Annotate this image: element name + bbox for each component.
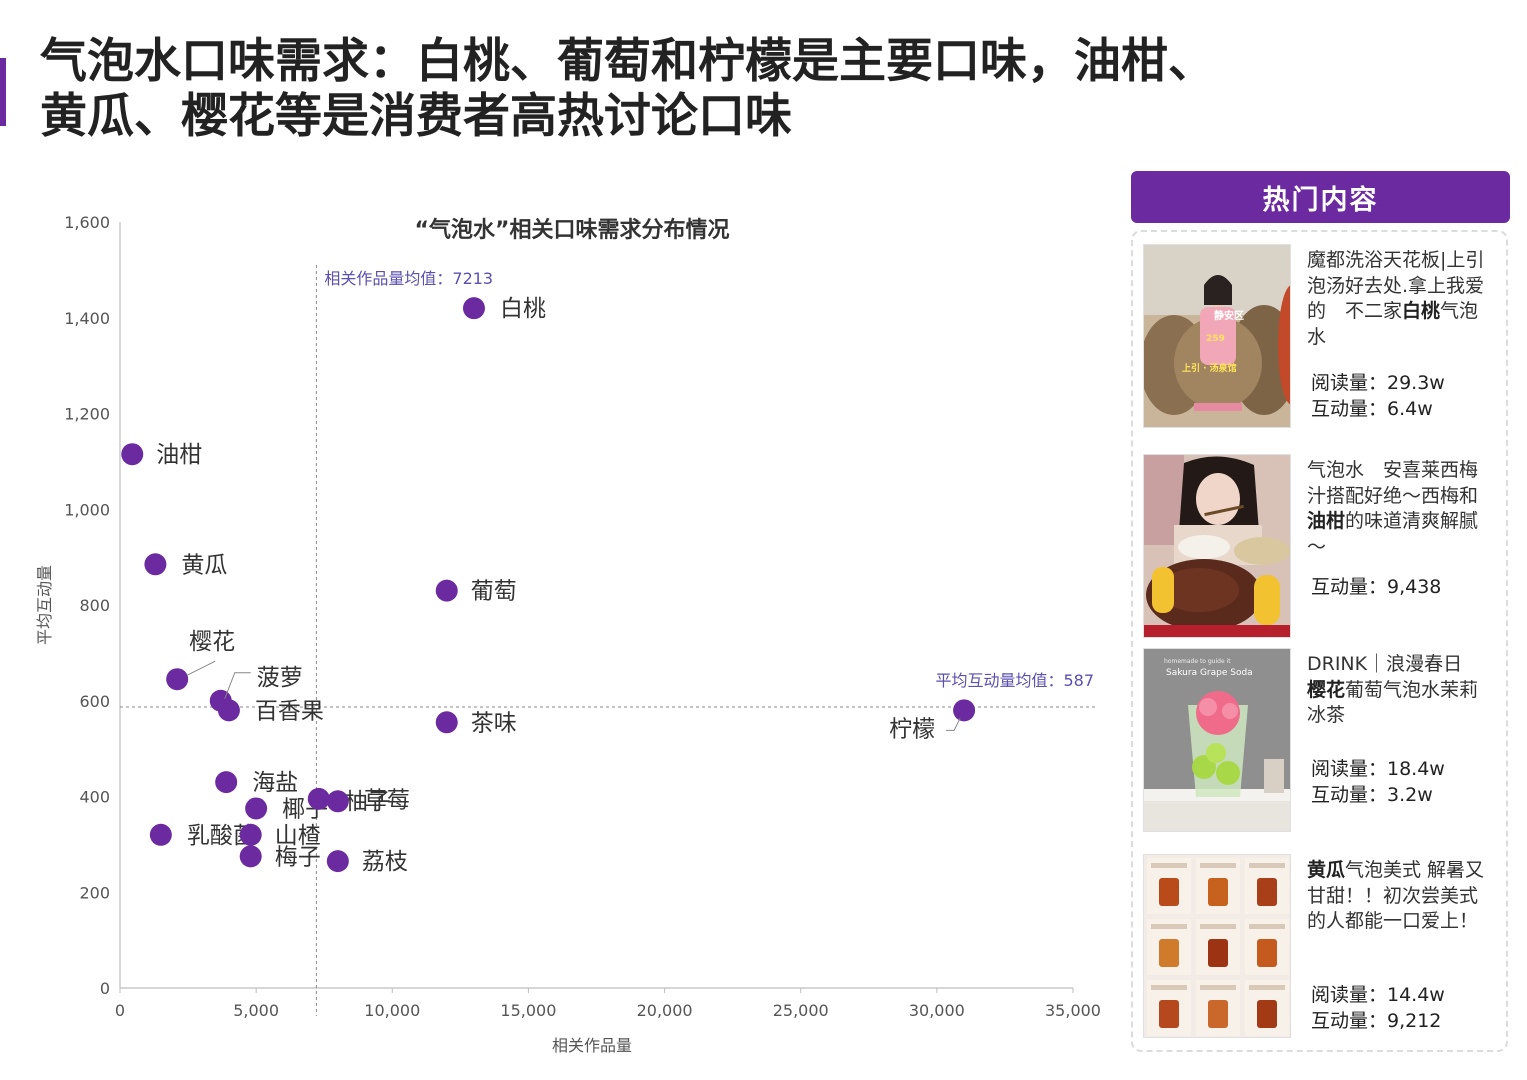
- data-point-label: 荔枝: [362, 849, 408, 875]
- data-point: [215, 771, 238, 794]
- data-point-label: 海盐: [252, 770, 298, 796]
- x-tick-label: 30,000: [909, 1001, 965, 1020]
- x-tick-label: 0: [115, 1001, 125, 1020]
- y-tick-label: 1,600: [64, 213, 110, 232]
- y-tick-label: 1,400: [64, 309, 110, 328]
- data-point: [121, 443, 144, 466]
- data-point: [239, 845, 262, 868]
- data-point-label: 白桃: [500, 296, 546, 322]
- x-tick-label: 5,000: [233, 1001, 279, 1020]
- y-tick-label: 800: [79, 596, 110, 615]
- data-point: [326, 790, 349, 813]
- data-point: [307, 787, 330, 810]
- label-leader-line: [224, 672, 251, 699]
- data-point: [326, 850, 349, 873]
- card-2-flavor: 油柑: [1307, 510, 1346, 532]
- card-4-read-count: 阅读量：14.4w: [1311, 984, 1445, 1006]
- y-tick-label: 1,000: [64, 500, 110, 519]
- card-3-read-count: 阅读量：18.4w: [1311, 758, 1445, 780]
- y-axis-label: 平均互动量: [35, 565, 54, 645]
- card-4-interaction-count: 互动量：9,212: [1311, 1010, 1442, 1032]
- data-point: [166, 668, 189, 691]
- data-point: [953, 699, 976, 722]
- data-point: [144, 553, 167, 576]
- data-point: [435, 579, 458, 602]
- data-point: [462, 297, 485, 320]
- hot-content-card-1[interactable]: 静安区 259 上引 · 汤泉馆 魔都洗浴天花板|上引 泡汤好去处.拿上我爱的 …: [1141, 244, 1503, 428]
- card-1-read-count: 阅读量：29.3w: [1311, 372, 1445, 394]
- card-1-thumbnail[interactable]: 静安区 259 上引 · 汤泉馆: [1143, 244, 1291, 428]
- card-4-text-post: 气泡美式 解暑又甘甜！！初次尝美式的人都能一口爱上！: [1307, 859, 1485, 932]
- data-point-label: 百香果: [255, 698, 324, 724]
- mean-y-label: 平均互动量均值：587: [935, 671, 1094, 690]
- title-accent-bar: [0, 58, 6, 126]
- data-point-label: 黄瓜: [181, 552, 227, 578]
- data-point-label: 葡萄: [471, 579, 517, 605]
- card-3-thumb-subtitle: homemade to guide it: [1164, 658, 1231, 665]
- x-tick-label: 15,000: [500, 1001, 556, 1020]
- card-1-thumb-number: 259: [1206, 334, 1225, 344]
- card-2-text-pre: 气泡水 安喜莱西梅汁搭配好绝～西梅和: [1307, 459, 1479, 507]
- x-axis-label: 相关作品量: [552, 1036, 632, 1055]
- hot-content-card-3[interactable]: homemade to guide it Sakura Grape Soda D…: [1141, 648, 1501, 832]
- y-tick-label: 1,200: [64, 405, 110, 424]
- flavor-scatter-chart: 0 200 400 600 800 1,000 1,200 1,400 1,600 0 5,000 1…: [35, 213, 1101, 1055]
- data-point: [435, 711, 458, 734]
- y-tick-label: 200: [79, 883, 110, 902]
- hot-content-header: 热门内容: [1131, 171, 1510, 223]
- hot-content-card-4[interactable]: 黄瓜气泡美式 解暑又甘甜！！初次尝美式的人都能一口爱上！ 阅读量：14.4w 互…: [1141, 854, 1501, 1038]
- y-tick-label: 0: [100, 979, 110, 998]
- data-point: [217, 699, 240, 722]
- card-4-description: 黄瓜气泡美式 解暑又甘甜！！初次尝美式的人都能一口爱上！: [1307, 858, 1491, 935]
- card-4-thumbnail[interactable]: [1143, 854, 1291, 1038]
- data-point-label: 油柑: [156, 442, 202, 468]
- data-point-label: 柚子: [345, 789, 391, 815]
- x-tick-label: 20,000: [637, 1001, 693, 1020]
- card-1-flavor: 白桃: [1402, 300, 1441, 322]
- x-tick-label: 25,000: [773, 1001, 829, 1020]
- chart-title: “气泡水”相关口味需求分布情况: [415, 217, 730, 243]
- y-tick-label: 600: [79, 692, 110, 711]
- mean-x-label: 相关作品量均值：7213: [324, 269, 493, 288]
- card-3-thumbnail[interactable]: homemade to guide it Sakura Grape Soda: [1143, 648, 1291, 832]
- data-point-label: 菠萝: [257, 665, 303, 691]
- page-title: 气泡水口味需求：白桃、葡萄和柠檬是主要口味，油柑、黄瓜、樱花等是消费者高热讨论口…: [40, 34, 1215, 144]
- card-3-thumb-title: Sakura Grape Soda: [1166, 668, 1253, 678]
- card-1-text-pre: 魔都洗浴天花板|上引 泡汤好去处.拿上我爱的 不二家: [1307, 249, 1504, 322]
- card-1-text-post: 气泡水: [1307, 300, 1479, 348]
- data-point-label: 山楂: [275, 823, 321, 849]
- card-1-thumb-caption: 上引 · 汤泉馆: [1182, 362, 1237, 374]
- card-4-flavor: 黄瓜: [1307, 859, 1346, 881]
- x-tick-label: 10,000: [364, 1001, 420, 1020]
- card-2-description: 气泡水 安喜莱西梅汁搭配好绝～西梅和油柑的味道清爽解腻～: [1307, 458, 1491, 560]
- card-2-thumbnail[interactable]: [1143, 454, 1291, 638]
- hot-content-panel: [1131, 230, 1508, 1052]
- card-3-flavor: 樱花: [1307, 678, 1346, 701]
- y-tick-label: 400: [79, 788, 110, 807]
- card-1-thumb-tag: 静安区: [1214, 309, 1244, 322]
- card-3-description: DRINK｜浪漫春日 樱花葡萄气泡水茉莉冰茶: [1307, 652, 1491, 729]
- card-1-interaction-count: 互动量：6.4w: [1311, 398, 1433, 420]
- hot-content-card-2[interactable]: 气泡水 安喜莱西梅汁搭配好绝～西梅和油柑的味道清爽解腻～ 互动量：9,438: [1141, 454, 1501, 638]
- card-1-description: 魔都洗浴天花板|上引 泡汤好去处.拿上我爱的 不二家白桃气泡水: [1307, 248, 1503, 350]
- card-3-text-post: 葡萄气泡水茉莉冰茶: [1307, 678, 1479, 727]
- card-3-text-pre: DRINK｜浪漫春日: [1307, 653, 1463, 675]
- data-point: [245, 797, 268, 820]
- data-point-label: 草莓: [364, 787, 410, 813]
- card-2-interaction-count: 互动量：9,438: [1311, 576, 1442, 598]
- data-point-label: 樱花: [189, 629, 235, 655]
- data-point-label: 茶味: [471, 710, 517, 736]
- data-point: [239, 823, 262, 846]
- card-2-text-post: 的味道清爽解腻～: [1307, 510, 1479, 558]
- data-point: [149, 823, 172, 846]
- card-3-interaction-count: 互动量：3.2w: [1311, 784, 1433, 806]
- label-leader-line: [186, 660, 216, 676]
- data-point-label: 梅子: [275, 844, 321, 870]
- x-tick-label: 35,000: [1045, 1001, 1101, 1020]
- data-point-label: 柠檬: [889, 716, 935, 742]
- label-leader-line: [946, 718, 961, 731]
